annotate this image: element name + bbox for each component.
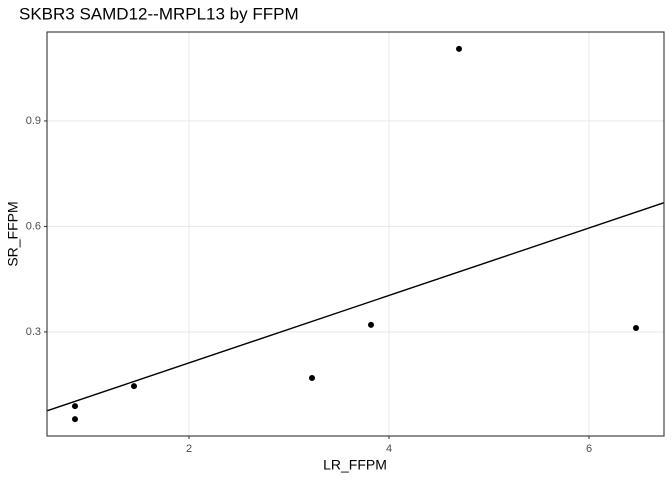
panel-border xyxy=(46,31,665,437)
point xyxy=(309,374,315,381)
point xyxy=(368,321,374,328)
point xyxy=(72,403,78,410)
trend-line xyxy=(46,202,665,412)
point xyxy=(131,383,137,390)
x-tick-label: 4 xyxy=(386,443,392,455)
chart-title: SKBR3 SAMD12--MRPL13 by FFPM xyxy=(19,4,299,23)
y-tick-label: 0.3 xyxy=(26,326,41,338)
point xyxy=(633,325,639,332)
point xyxy=(456,45,462,52)
x-axis-title: LR_FFPM xyxy=(323,457,387,473)
point xyxy=(72,416,78,423)
x-tick-label: 6 xyxy=(586,443,592,455)
y-axis-title: SR_FFPM xyxy=(5,201,21,266)
y-tick-label: 0.6 xyxy=(26,220,41,232)
y-tick-label: 0.9 xyxy=(26,115,41,127)
x-tick-label: 2 xyxy=(186,443,192,455)
